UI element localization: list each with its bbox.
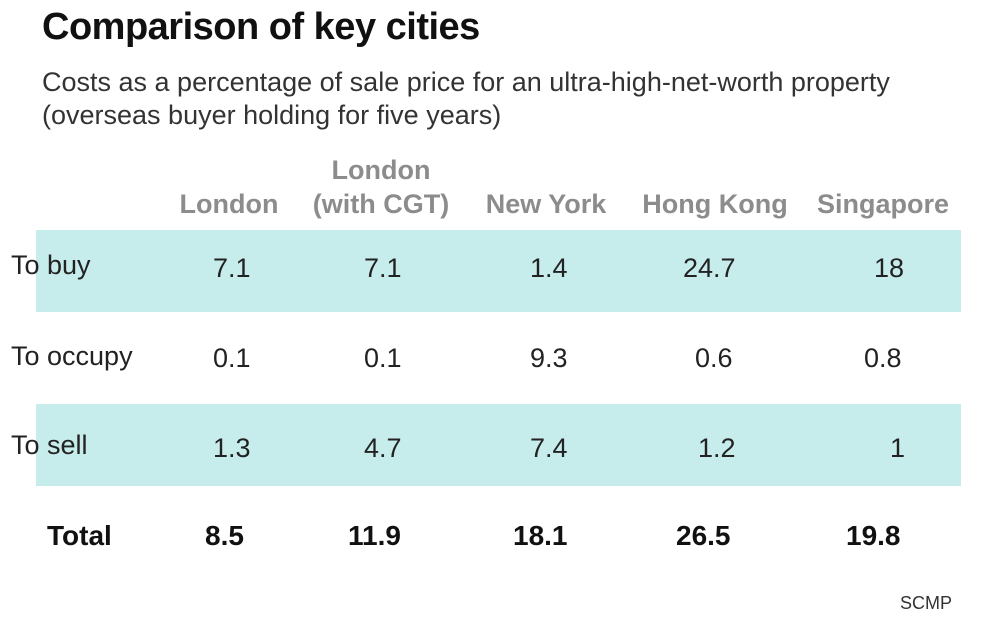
cell-to-sell-new-york: 7.4 (530, 433, 568, 463)
row-band-to-occupy (36, 318, 961, 400)
column-header-line: (with CGT) (312, 189, 450, 219)
cell-to-sell-singapore: 1 (890, 433, 906, 463)
column-header-line: Singapore (816, 189, 950, 219)
column-header-new-york: New York (461, 187, 631, 221)
cell-to-buy-hong-kong: 24.7 (683, 253, 736, 283)
row-label-to-buy: To buy (11, 250, 91, 280)
cell-to-occupy-london-cgt: 0.1 (364, 343, 402, 373)
row-band-to-buy (36, 230, 961, 312)
column-header-line: Hong Kong (642, 189, 788, 219)
column-header-line: London (179, 189, 279, 219)
total-cell-new-york: 18.1 (513, 520, 568, 551)
cell-to-sell-london-cgt: 4.7 (364, 433, 402, 463)
total-label: Total (47, 520, 112, 551)
column-header-hong-kong: Hong Kong (630, 187, 800, 221)
cell-to-buy-london-cgt: 7.1 (364, 253, 402, 283)
total-cell-singapore: 19.8 (846, 520, 901, 551)
cell-to-buy-singapore: 18 (874, 253, 905, 283)
chart-subtitle: Costs as a percentage of sale price for … (42, 67, 890, 130)
row-label-to-occupy: To occupy (11, 341, 133, 371)
cell-to-occupy-new-york: 9.3 (530, 343, 568, 373)
row-band-to-sell (36, 404, 961, 486)
chart-title: Comparison of key cities (42, 6, 480, 48)
cell-to-occupy-london: 0.1 (213, 343, 251, 373)
total-cell-london: 8.5 (205, 520, 244, 551)
column-header-london-cgt: London (with CGT) (296, 153, 466, 221)
source-credit: SCMP (899, 593, 952, 613)
column-header-line: London (331, 155, 431, 185)
column-header-singapore: Singapore (798, 187, 968, 221)
cell-to-occupy-singapore: 0.8 (864, 343, 902, 373)
cell-to-sell-london: 1.3 (213, 433, 251, 463)
row-label-to-sell: To sell (11, 430, 88, 460)
total-cell-hong-kong: 26.5 (676, 520, 731, 551)
column-header-line: New York (485, 189, 607, 219)
cell-to-buy-london: 7.1 (213, 253, 251, 283)
cell-to-sell-hong-kong: 1.2 (698, 433, 736, 463)
column-header-london: London (144, 187, 314, 221)
total-cell-london-cgt: 11.9 (348, 520, 401, 551)
cell-to-buy-new-york: 1.4 (530, 253, 568, 283)
cell-to-occupy-hong-kong: 0.6 (695, 343, 733, 373)
